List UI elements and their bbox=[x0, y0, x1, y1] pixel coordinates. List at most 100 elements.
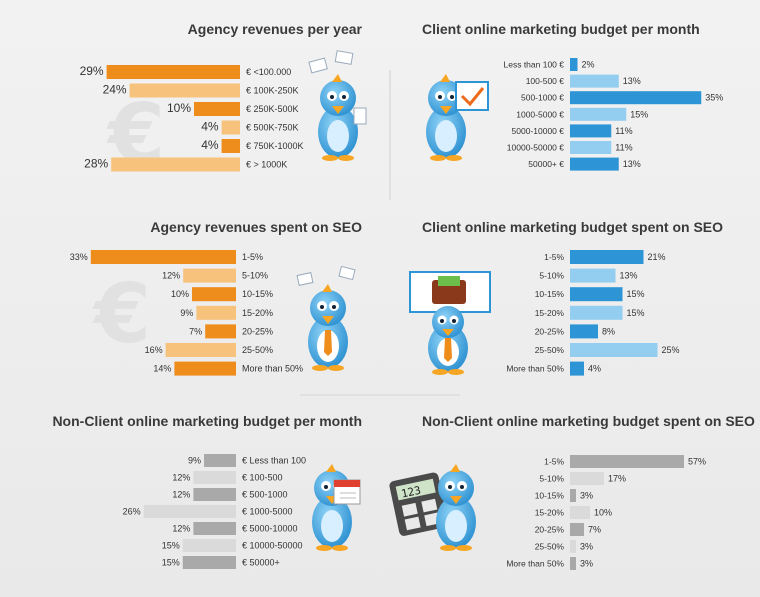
category-label: 15-20% bbox=[535, 508, 565, 518]
bar bbox=[570, 557, 576, 570]
bar bbox=[570, 250, 644, 264]
category-label: € <100.000 bbox=[246, 67, 291, 77]
bar-value-label: 3% bbox=[580, 491, 593, 501]
bird-mascot-icon bbox=[308, 50, 367, 161]
bar-value-label: 12% bbox=[172, 490, 190, 500]
bar-value-label: 13% bbox=[623, 159, 641, 169]
bar bbox=[193, 522, 236, 535]
bar bbox=[570, 489, 576, 502]
bird-mascot-icon bbox=[428, 306, 468, 375]
checkmark-sign-icon bbox=[455, 81, 489, 111]
bar-value-label: 4% bbox=[201, 120, 219, 134]
bar-value-label: 15% bbox=[627, 308, 645, 318]
bar-value-label: 15% bbox=[630, 109, 648, 119]
chart-title-nonclient-budget: Non-Client online marketing budget per m… bbox=[52, 413, 362, 429]
bar bbox=[570, 124, 612, 138]
bar-value-label: 2% bbox=[582, 60, 595, 70]
bar bbox=[196, 305, 236, 320]
calendar-icon bbox=[333, 479, 361, 505]
category-label: 20-25% bbox=[242, 326, 273, 336]
category-label: € 500K-750K bbox=[246, 123, 299, 133]
category-label: € > 1000K bbox=[246, 160, 287, 170]
category-label: More than 50% bbox=[506, 364, 564, 374]
bird-mascot-icon bbox=[436, 464, 476, 551]
bar-value-label: 7% bbox=[189, 326, 202, 336]
bar bbox=[570, 268, 616, 283]
calculator-display: 123 bbox=[400, 484, 422, 501]
category-label: € 500-1000 bbox=[242, 490, 288, 500]
category-label: € 5000-10000 bbox=[242, 524, 298, 534]
bar-value-label: 14% bbox=[153, 364, 171, 374]
bar-value-label: 15% bbox=[162, 541, 180, 551]
bar-value-label: 12% bbox=[172, 524, 190, 534]
bar-value-label: 3% bbox=[580, 559, 593, 569]
bar bbox=[204, 454, 236, 467]
category-label: 15-20% bbox=[535, 308, 565, 318]
bar-value-label: 17% bbox=[608, 474, 626, 484]
bar-value-label: 11% bbox=[615, 126, 632, 136]
bar-value-label: 57% bbox=[688, 457, 706, 467]
category-label: 5-10% bbox=[242, 271, 268, 281]
bar bbox=[570, 361, 584, 376]
category-label: 15-20% bbox=[242, 308, 273, 318]
bar-value-label: 7% bbox=[588, 525, 601, 535]
bar bbox=[221, 139, 240, 153]
chart-title-client-seo: Client online marketing budget spent on … bbox=[422, 219, 723, 235]
bar bbox=[570, 91, 702, 105]
bar-value-label: 28% bbox=[84, 157, 108, 171]
category-label: € 10000-50000 bbox=[242, 541, 303, 551]
category-label: € 1000-5000 bbox=[242, 507, 293, 517]
calculator-icon: 123 bbox=[389, 472, 449, 536]
bar-value-label: 4% bbox=[588, 364, 601, 374]
bar bbox=[182, 539, 236, 552]
bar-value-label: 15% bbox=[627, 289, 645, 299]
category-label: 25-50% bbox=[242, 345, 273, 355]
bar bbox=[143, 505, 236, 518]
category-label: Less than 100 € bbox=[504, 60, 565, 70]
bar-value-label: 24% bbox=[103, 83, 127, 97]
bar bbox=[570, 540, 576, 553]
bar-value-label: 13% bbox=[623, 76, 641, 86]
bar bbox=[90, 250, 236, 264]
bar bbox=[183, 268, 236, 283]
bar bbox=[182, 556, 236, 569]
bar bbox=[570, 523, 584, 536]
bar-value-label: 15% bbox=[162, 558, 180, 568]
bar-value-label: 29% bbox=[80, 64, 104, 78]
bar bbox=[193, 488, 236, 501]
category-label: € 750K-1000K bbox=[246, 141, 304, 151]
bar bbox=[570, 107, 627, 121]
chart-title-agency-seo: Agency revenues spent on SEO bbox=[150, 219, 362, 235]
category-label: 100-500 € bbox=[526, 76, 565, 86]
category-label: 20-25% bbox=[535, 326, 565, 336]
bar-value-label: 10% bbox=[171, 289, 189, 299]
category-label: 50000+ € bbox=[528, 159, 564, 169]
category-label: 1-5% bbox=[242, 252, 263, 262]
euro-sign-icon: € bbox=[92, 267, 151, 362]
bar bbox=[570, 472, 604, 485]
bar bbox=[205, 324, 236, 339]
bar-value-label: 26% bbox=[123, 507, 141, 517]
category-label: € 50000+ bbox=[242, 558, 280, 568]
bar bbox=[106, 65, 240, 79]
bar-value-label: 33% bbox=[70, 252, 88, 262]
bar bbox=[129, 83, 240, 98]
bar bbox=[570, 141, 612, 154]
bar bbox=[570, 74, 619, 88]
bar-value-label: 16% bbox=[145, 345, 163, 355]
category-label: 500-1000 € bbox=[521, 93, 564, 103]
bird-mascot-icon bbox=[312, 464, 352, 551]
bar bbox=[570, 305, 623, 320]
bar bbox=[570, 324, 598, 339]
bar bbox=[570, 506, 590, 519]
bar-value-label: 35% bbox=[705, 93, 723, 103]
category-label: 5-10% bbox=[539, 271, 564, 281]
category-label: 10-15% bbox=[535, 491, 565, 501]
category-label: 10-15% bbox=[242, 289, 273, 299]
category-label: 5-10% bbox=[539, 474, 564, 484]
bar-value-label: 12% bbox=[162, 271, 180, 281]
bar bbox=[570, 58, 578, 71]
category-label: 10000-50000 € bbox=[507, 143, 564, 153]
bar bbox=[570, 343, 658, 357]
